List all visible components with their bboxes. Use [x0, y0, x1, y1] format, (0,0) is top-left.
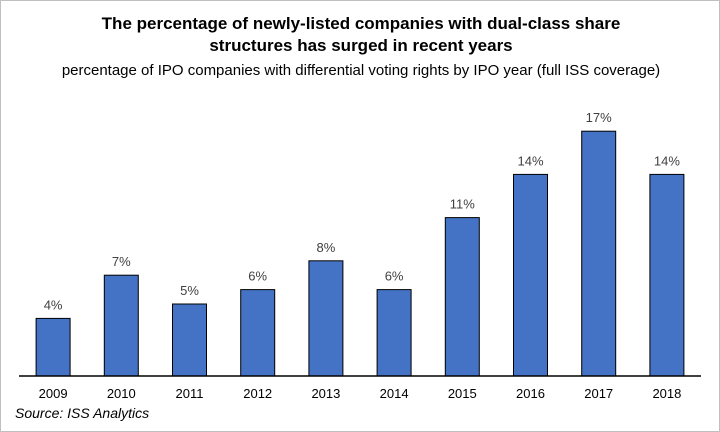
data-label-2013: 8%: [317, 240, 336, 255]
x-tick-label-2009: 2009: [39, 386, 68, 401]
chart-title: The percentage of newly-listed companies…: [101, 14, 621, 55]
data-label-2016: 14%: [517, 153, 543, 168]
bar-2017: [581, 130, 617, 377]
chart-subtitle: percentage of IPO companies with differe…: [61, 62, 661, 79]
bar-2011: [172, 303, 207, 377]
bar-2014: [376, 289, 412, 377]
bar-2012: [240, 289, 276, 377]
bar-2018: [649, 173, 685, 377]
data-label-2014: 6%: [385, 269, 404, 284]
data-label-2012: 6%: [248, 269, 267, 284]
x-tick-label-2018: 2018: [652, 386, 681, 401]
bar-2010: [103, 274, 139, 377]
x-tick-label-2017: 2017: [584, 386, 613, 401]
x-tick-label-2010: 2010: [107, 386, 136, 401]
x-tick-label-2015: 2015: [448, 386, 477, 401]
bar-2015: [444, 217, 480, 377]
data-label-2009: 4%: [44, 297, 63, 312]
bar-2013: [308, 260, 344, 377]
x-tick-label-2011: 2011: [176, 386, 204, 401]
x-tick-label-2013: 2013: [311, 386, 340, 401]
bar-2016: [513, 173, 548, 377]
data-label-2011: 5%: [180, 283, 199, 298]
bar-2009: [35, 317, 71, 377]
x-tick-label-2012: 2012: [243, 386, 272, 401]
source-note: Source: ISS Analytics: [15, 405, 150, 421]
data-label-2010: 7%: [112, 254, 131, 269]
data-label-2017: 17%: [586, 110, 612, 125]
data-label-2018: 14%: [654, 153, 680, 168]
x-tick-label-2016: 2016: [516, 386, 545, 401]
data-label-2015: 11%: [450, 197, 475, 212]
x-tick-label-2014: 2014: [380, 386, 409, 401]
